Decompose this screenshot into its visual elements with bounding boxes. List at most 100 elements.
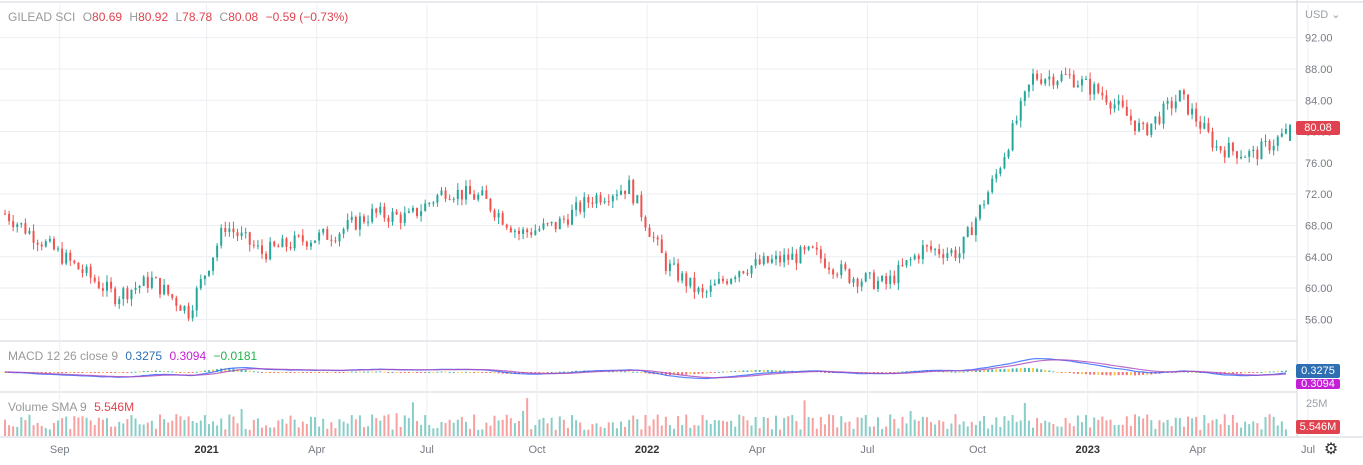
price-candle — [1101, 92, 1104, 96]
volume-bar — [848, 421, 851, 436]
volume-bar — [1248, 424, 1251, 436]
macd-histogram-bar — [1011, 368, 1014, 372]
macd-histogram-bar — [983, 370, 986, 372]
volume-bar — [199, 420, 202, 436]
volume-bar — [942, 421, 945, 436]
volume-bar — [1166, 419, 1169, 436]
volume-bar — [57, 420, 60, 436]
price-candle — [203, 275, 206, 280]
price-axis: 92.0088.0084.0080.0076.0072.0068.0064.00… — [1305, 33, 1333, 327]
volume-bar — [85, 417, 88, 436]
macd-histogram-bar — [326, 372, 329, 373]
high-value: 80.92 — [138, 10, 169, 24]
price-candle — [624, 190, 627, 194]
macd-histogram-bar — [974, 370, 977, 372]
macd-histogram-bar — [648, 372, 651, 374]
price-candle — [966, 227, 969, 237]
price-candle — [901, 264, 904, 266]
macd-histogram-bar — [758, 369, 761, 372]
price-candle — [868, 272, 871, 274]
gear-icon[interactable]: ⚙ — [1323, 441, 1339, 458]
price-candle — [1032, 73, 1034, 85]
volume-bar — [685, 414, 688, 436]
price-tick-label: 56.00 — [1305, 314, 1333, 326]
volume-bar — [721, 420, 724, 436]
volume-bar — [314, 417, 317, 436]
macd-histogram-bar — [481, 372, 484, 373]
volume-bar — [1036, 417, 1039, 436]
volume-bar — [656, 414, 659, 436]
macd-histogram-bar — [893, 372, 896, 373]
macd-histogram-bar — [1195, 372, 1198, 373]
volume-bar — [1207, 423, 1210, 436]
macd-histogram-bar — [203, 370, 206, 372]
price-candle — [987, 192, 990, 205]
macd-histogram-bar — [1015, 368, 1018, 372]
price-candle — [811, 246, 814, 248]
volume-bar — [326, 428, 329, 436]
volume-bar — [881, 428, 884, 436]
volume-bar — [195, 422, 198, 436]
volume-bar — [89, 420, 92, 436]
price-tick-label: 72.00 — [1305, 189, 1333, 201]
price-candle — [770, 259, 773, 263]
currency-selector[interactable]: USD ⌄ — [1305, 8, 1341, 21]
price-candle — [925, 245, 928, 247]
macd-histogram-bar — [436, 371, 439, 373]
macd-histogram-bar — [81, 372, 84, 374]
macd-histogram-bar — [889, 372, 892, 373]
macd-histogram-bar — [632, 371, 635, 373]
macd-histogram-bar — [473, 372, 476, 373]
macd-histogram-bar — [122, 372, 125, 373]
volume-bar — [69, 429, 72, 436]
price-candle — [791, 253, 794, 260]
volume-bar — [387, 414, 390, 436]
volume-bar — [962, 421, 965, 436]
volume-bar — [224, 429, 227, 436]
macd-histogram-bar — [395, 372, 398, 373]
macd-histogram-bar — [689, 372, 692, 375]
macd-histogram-bar — [105, 372, 108, 373]
price-candle — [269, 241, 272, 260]
macd-histogram-bar — [1019, 368, 1022, 372]
price-candle — [305, 241, 308, 247]
price-candle — [775, 255, 777, 260]
volume-bar — [1109, 419, 1112, 436]
macd-histogram-bar — [999, 369, 1002, 372]
volume-bar — [1138, 416, 1141, 436]
volume-bar — [681, 425, 684, 436]
price-candles — [4, 67, 1291, 322]
macd-histogram-bar — [1044, 369, 1047, 372]
macd-histogram-bar — [742, 370, 745, 372]
macd-histogram-bar — [154, 370, 157, 372]
macd-histogram-bar — [726, 371, 729, 373]
volume-bar — [273, 427, 276, 436]
price-candle — [595, 195, 598, 204]
price-candle — [803, 247, 806, 250]
price-candle — [171, 294, 174, 298]
price-candle — [436, 195, 439, 203]
price-candle — [301, 235, 304, 242]
volume-bar — [473, 414, 476, 436]
volume-bar — [599, 426, 602, 436]
price-candle — [110, 281, 113, 289]
time-tick-label: Apr — [749, 444, 766, 456]
volume-bar — [297, 427, 300, 436]
price-candle — [603, 201, 606, 203]
volume-bar — [1072, 426, 1075, 436]
price-candle — [452, 199, 455, 201]
price-candle — [420, 211, 423, 216]
macd-histogram-bar — [1048, 370, 1051, 372]
volume-bar — [966, 426, 969, 436]
price-candle — [1166, 101, 1169, 104]
volume-bar — [566, 427, 569, 436]
macd-histogram-bar — [738, 370, 741, 372]
volume-bar — [775, 415, 777, 436]
macd-histogram-bar — [1060, 372, 1063, 373]
macd-panel — [4, 357, 1287, 380]
macd-histogram-bar — [538, 372, 541, 373]
macd-histogram-bar — [375, 371, 378, 373]
volume-bar — [1223, 414, 1226, 436]
volume-bar — [509, 418, 512, 436]
price-candle — [970, 227, 973, 236]
